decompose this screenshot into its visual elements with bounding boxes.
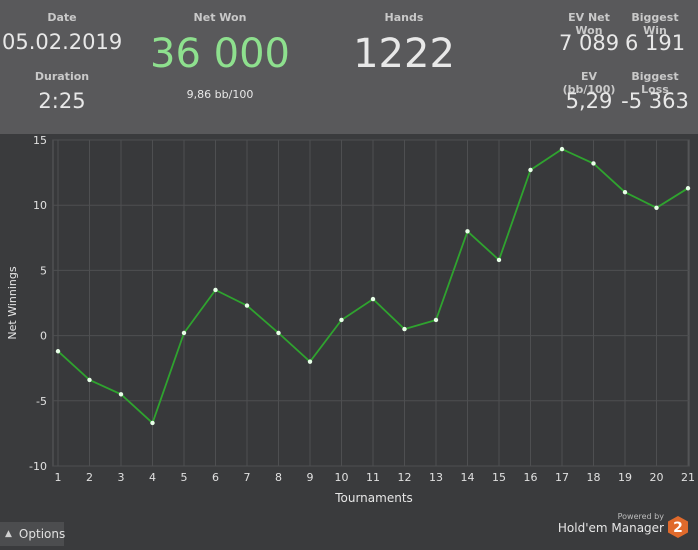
data-point	[622, 189, 628, 195]
x-tick-label: 11	[366, 471, 380, 484]
y-tick-label: 5	[40, 264, 47, 277]
x-tick-label: 12	[398, 471, 412, 484]
x-tick-label: 21	[681, 471, 695, 484]
data-point	[87, 377, 92, 383]
stats-header: Date 05.02.2019 Duration 2:25 Net Won 36…	[0, 0, 698, 134]
options-button[interactable]: ▲ Options	[0, 522, 66, 546]
data-point	[118, 392, 124, 397]
x-tick-label: 18	[587, 471, 601, 484]
x-tick-label: 17	[555, 471, 569, 484]
holdem-manager-logo-icon: 2	[668, 516, 688, 538]
ev-bb100-value: 5,29	[565, 89, 613, 113]
hands-label: Hands	[384, 11, 424, 24]
y-tick-label: -10	[29, 460, 47, 473]
data-point	[370, 296, 376, 302]
net-winnings-chart: -10 -5 0 5 10 15 1 2 3 4 5 6 7 8 9 10 11 12 13 14 15 16 17 18 1…	[0, 134, 698, 546]
y-tick-label: 10	[33, 199, 47, 212]
x-tick-label: 14	[461, 471, 475, 484]
date-label: Date	[47, 11, 77, 24]
data-point	[55, 349, 61, 354]
powered-by-text: Powered by	[617, 512, 664, 521]
x-tick-label: 6	[212, 471, 219, 484]
biggest-loss-label: Biggest Loss	[631, 70, 679, 96]
y-tick-label: 0	[40, 330, 47, 343]
data-point	[402, 326, 407, 332]
data-point	[181, 330, 187, 336]
x-tick-label: 19	[618, 471, 632, 484]
data-point	[496, 257, 502, 263]
net-won-value: 36 000	[150, 31, 290, 77]
x-tick-label: 7	[244, 471, 251, 484]
brand-name: Hold'em Manager	[557, 521, 664, 535]
data-point	[433, 317, 439, 323]
y-axis-label: Net Winnings	[6, 266, 19, 339]
chevron-up-icon: ▲	[5, 529, 12, 539]
y-tick-label: 15	[33, 134, 47, 147]
x-tick-label: 10	[335, 471, 349, 484]
x-tick-label: 15	[492, 471, 506, 484]
x-tick-label: 16	[524, 471, 538, 484]
y-tick-label: -5	[36, 395, 47, 408]
data-point	[528, 167, 533, 173]
net-won-label: Net Won	[193, 11, 247, 24]
x-tick-label: 4	[149, 471, 156, 484]
options-label: Options	[18, 527, 66, 541]
hands-value: 1222	[353, 31, 455, 77]
data-points	[55, 146, 691, 426]
ev-net-won-value: 7 089	[558, 31, 620, 55]
x-tick-label: 1	[55, 471, 62, 484]
ev-net-won-label: EV Net Won	[568, 11, 610, 37]
data-point	[244, 303, 250, 308]
data-point	[339, 317, 344, 323]
duration-label: Duration	[34, 70, 90, 83]
x-tick-label: 3	[118, 471, 125, 484]
data-point	[591, 161, 596, 166]
x-tick-label: 9	[307, 471, 314, 484]
x-ticks: 1 2 3 4 5 6 7 8 9 10 11 12 13 14 15 16 17 18 19 20 21	[55, 471, 696, 484]
x-axis-label: Tournaments	[334, 491, 413, 505]
y-ticks: -10 -5 0 5 10 15	[29, 134, 47, 473]
biggest-win-value: 6 191	[624, 31, 686, 55]
x-tick-label: 2	[86, 471, 93, 484]
data-point	[685, 186, 691, 191]
duration-value: 2:25	[38, 89, 86, 113]
data-point	[654, 205, 659, 211]
data-point	[465, 229, 470, 234]
data-point	[150, 420, 155, 426]
data-point	[307, 359, 313, 364]
logo-digit: 2	[673, 520, 683, 536]
data-point	[559, 146, 565, 152]
biggest-loss-value: -5 363	[621, 89, 689, 113]
x-tick-label: 20	[650, 471, 664, 484]
ev-bb100-label: EV (bb/100)	[562, 70, 616, 96]
x-tick-label: 5	[181, 471, 188, 484]
net-won-bb100: 9,86 bb/100	[186, 88, 254, 101]
plot-area	[52, 139, 690, 467]
x-tick-label: 13	[429, 471, 443, 484]
x-tick-label: 8	[275, 471, 282, 484]
date-value: 05.02.2019	[2, 30, 123, 54]
data-point	[276, 330, 281, 336]
data-point	[213, 287, 218, 293]
grid-lines	[53, 139, 689, 467]
biggest-win-label: Biggest Win	[631, 11, 679, 37]
